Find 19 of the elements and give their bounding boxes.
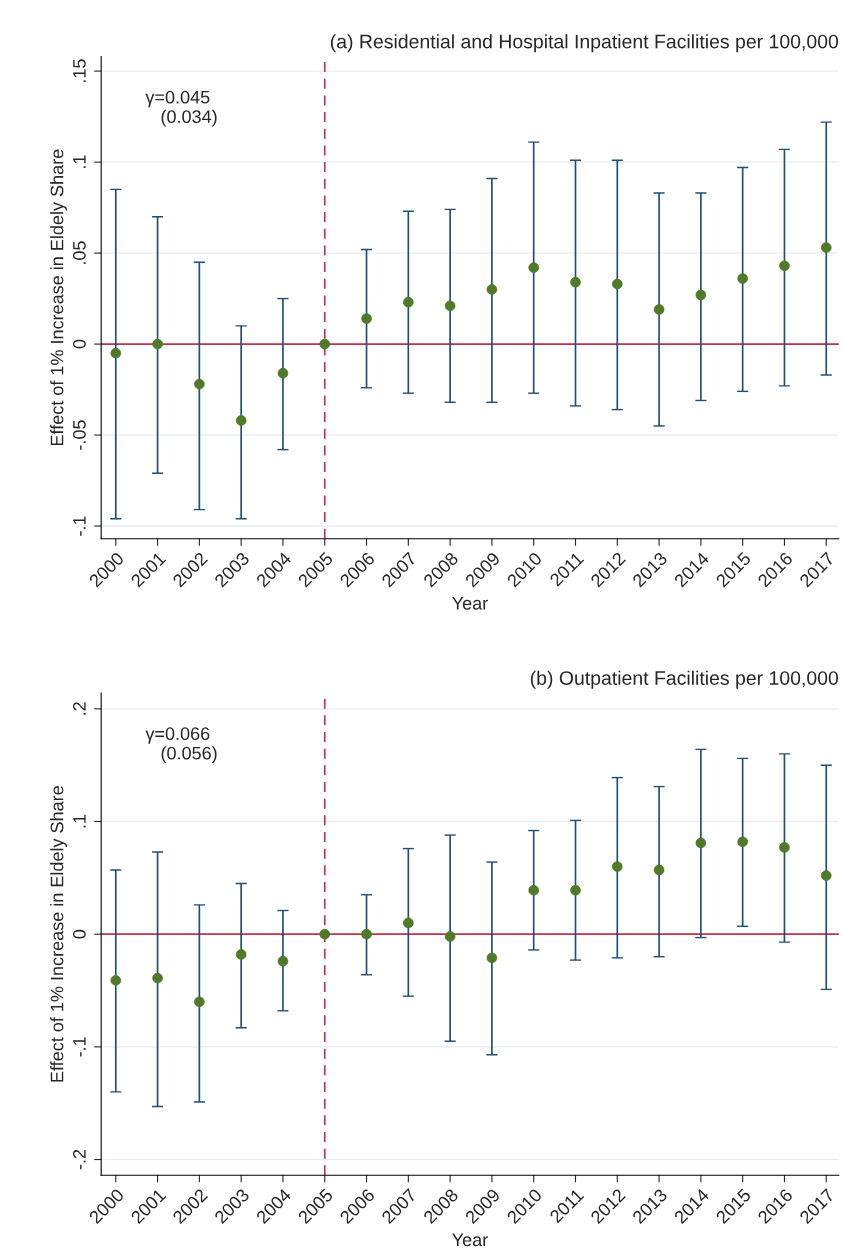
y-axis-title: Effect of 1% Increase in Eldely Share — [50, 786, 67, 1082]
y-axis-title: Effect of 1% Increase in Eldely Share — [50, 149, 67, 446]
y-tick-label: .1 — [73, 155, 86, 168]
y-tick-label: -.1 — [73, 1037, 86, 1057]
y-tick-label: -.1 — [73, 516, 86, 536]
y-tick-label: .1 — [73, 814, 86, 828]
chart-title: (a) Residential and Hospital Inpatient Facilities per 100,000 — [330, 34, 839, 53]
x-axis-title: Year — [452, 1233, 488, 1247]
x-axis-title: Year — [452, 597, 488, 610]
y-tick-label: -.2 — [73, 1149, 86, 1170]
y-tick-label: .2 — [73, 702, 86, 715]
annotation: γ=0.066 (0.056) — [145, 727, 217, 764]
y-tick-label: 0 — [73, 339, 86, 349]
annotation: γ=0.045 (0.034) — [145, 90, 217, 127]
y-tick-label: -.05 — [73, 420, 86, 450]
y-tick-label: 0 — [73, 929, 86, 939]
y-tick-label: .05 — [73, 241, 86, 264]
chart-title: (b) Outpatient Facilities per 100,000 — [530, 670, 839, 689]
y-tick-label: .15 — [73, 59, 86, 83]
